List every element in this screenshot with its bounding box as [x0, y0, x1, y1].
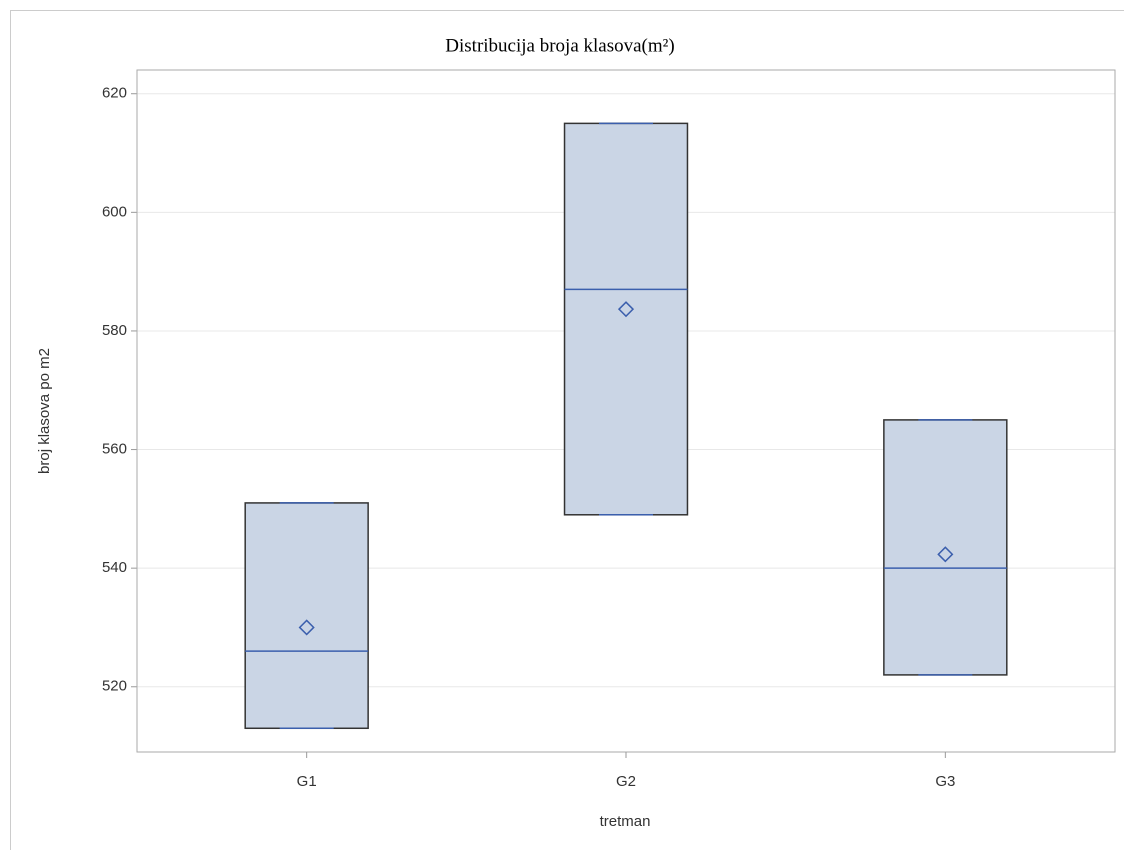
box	[563, 122, 689, 516]
x-tick-label: G3	[935, 773, 955, 790]
page-frame	[10, 10, 1124, 850]
chart-title: Distribucija broja klasova(m²)	[445, 35, 674, 56]
y-tick-label: 580	[102, 322, 127, 339]
mean-marker	[937, 546, 954, 563]
x-tick-label: G1	[297, 773, 317, 790]
box	[244, 502, 369, 730]
y-tick-label: 540	[102, 559, 127, 576]
x-tick-label: G2	[616, 773, 636, 790]
mean-marker	[298, 619, 315, 636]
x-axis-label: tretman	[600, 813, 651, 830]
y-axis-label: broj klasova po m2	[36, 348, 53, 474]
y-tick-label: 560	[102, 441, 127, 458]
mean-marker	[617, 301, 635, 318]
y-tick-label: 600	[102, 203, 127, 220]
y-tick-label: 620	[102, 85, 127, 102]
y-tick-label: 520	[102, 678, 127, 695]
